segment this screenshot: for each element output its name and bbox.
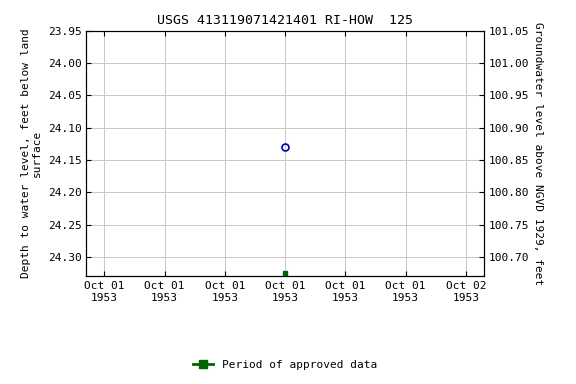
Legend: Period of approved data: Period of approved data xyxy=(188,355,382,374)
Y-axis label: Groundwater level above NGVD 1929, feet: Groundwater level above NGVD 1929, feet xyxy=(533,22,543,285)
Title: USGS 413119071421401 RI-HOW  125: USGS 413119071421401 RI-HOW 125 xyxy=(157,14,413,27)
Y-axis label: Depth to water level, feet below land
surface: Depth to water level, feet below land su… xyxy=(21,29,42,278)
